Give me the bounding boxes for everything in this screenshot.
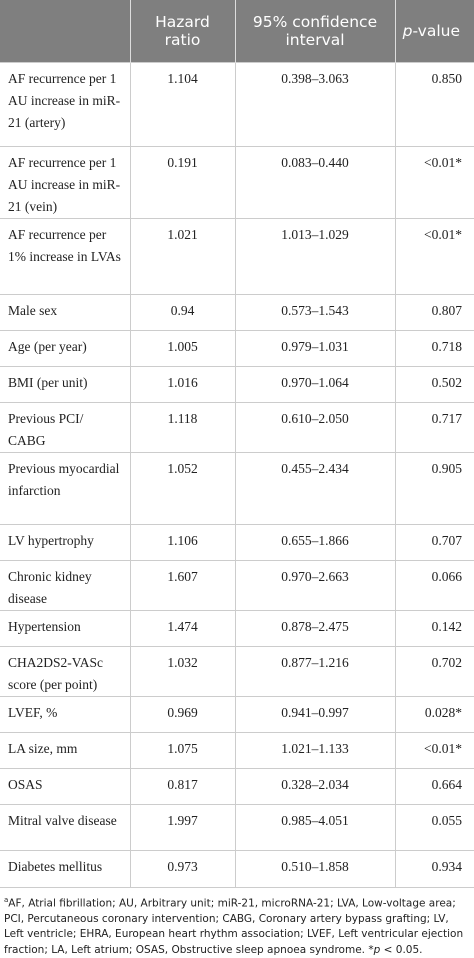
cell: 0.878–2.475 [235,611,395,647]
row-label: Previous PCI/ CABG [0,403,130,453]
cell: 0.718 [395,331,474,367]
footnote-p: p [374,944,381,956]
cell: 1.104 [130,63,235,147]
row-label: Male sex [0,295,130,331]
cell: 0.717 [395,403,474,453]
cell: 1.032 [130,647,235,697]
row-label: LVEF, % [0,697,130,733]
cell: 0.664 [395,769,474,805]
cell: 1.607 [130,561,235,611]
cell: 1.474 [130,611,235,647]
cell: 0.877–1.216 [235,647,395,697]
cell: 0.510–1.858 [235,851,395,887]
cell: 1.106 [130,525,235,561]
cell: 0.573–1.543 [235,295,395,331]
cell: <0.01* [395,219,474,295]
cell: 1.021 [130,219,235,295]
header-italic: p [403,22,413,40]
cell: 0.973 [130,851,235,887]
row: AF recurrence per 1 AU increase in miR-2… [0,63,474,147]
cell: 0.066 [395,561,474,611]
row-label: AF recurrence per 1% increase in LVAs [0,219,130,295]
cell: 0.028* [395,697,474,733]
cell: 1.013–1.029 [235,219,395,295]
cell: 1.997 [130,805,235,851]
cell: 0.905 [395,453,474,525]
cell: <0.01* [395,733,474,769]
cell: 0.969 [130,697,235,733]
cell: 0.142 [395,611,474,647]
cell: 0.083–0.440 [235,147,395,219]
row-label: Previous myocardial infarction [0,453,130,525]
cell: 1.118 [130,403,235,453]
row-label: LV hypertrophy [0,525,130,561]
cell: 0.191 [130,147,235,219]
cell: 1.075 [130,733,235,769]
row-label: LA size, mm [0,733,130,769]
cell: 1.005 [130,331,235,367]
cell: 0.328–2.034 [235,769,395,805]
row-label: OSAS [0,769,130,805]
cell: 0.610–2.050 [235,403,395,453]
row-label: CHA2DS2-VASc score (per point) [0,647,130,697]
cell: 0.970–1.064 [235,367,395,403]
cell: 0.817 [130,769,235,805]
cell: 0.807 [395,295,474,331]
header-cell [0,0,130,63]
header-text: -value [412,22,460,40]
cell: 0.850 [395,63,474,147]
row-label: AF recurrence per 1 AU increase in miR-2… [0,147,130,219]
row-label: Diabetes mellitus [0,851,130,887]
header-cell: Hazard ratio [130,0,235,63]
footnote: aAF, Atrial fibrillation; AU, Arbitrary … [0,887,474,958]
row-label: Age (per year) [0,331,130,367]
cell: 0.970–2.663 [235,561,395,611]
footnote-tail: < 0.05. [384,944,423,956]
cell: 0.055 [395,805,474,851]
cell: 0.934 [395,851,474,887]
cell: 0.707 [395,525,474,561]
row: AF recurrence per 1 AU increase in miR-2… [0,147,474,219]
cell: 0.941–0.997 [235,697,395,733]
cell: 0.398–3.063 [235,63,395,147]
cell: <0.01* [395,147,474,219]
cell: 0.979–1.031 [235,331,395,367]
row-label: BMI (per unit) [0,367,130,403]
row-label: Chronic kidney disease [0,561,130,611]
cell: 0.502 [395,367,474,403]
cell: 0.94 [130,295,235,331]
cell: 0.702 [395,647,474,697]
cell: 1.016 [130,367,235,403]
row-label: AF recurrence per 1 AU increase in miR-2… [0,63,130,147]
cell: 1.021–1.133 [235,733,395,769]
cell: 0.655–1.866 [235,525,395,561]
row-label: Hypertension [0,611,130,647]
cell: 0.985–4.051 [235,805,395,851]
header-cell: p-value [395,0,474,63]
header-row: Hazard ratio 95% confidence interval p-v… [0,0,474,63]
table: Hazard ratio 95% confidence interval p-v… [0,0,474,887]
header-cell: 95% confidence interval [235,0,395,63]
row-label: Mitral valve disease [0,805,130,851]
cell: 0.455–2.434 [235,453,395,525]
cell: 1.052 [130,453,235,525]
